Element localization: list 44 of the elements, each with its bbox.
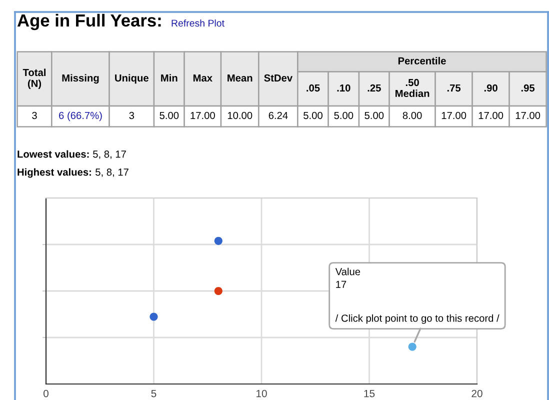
text: .95 [521, 84, 535, 92]
text: 3 [129, 112, 134, 120]
point [214, 236, 222, 245]
text: .50 Median [396, 78, 430, 98]
text: .90 [484, 84, 498, 92]
text: Missing [62, 74, 99, 84]
point [214, 286, 222, 296]
text: 17.00 [190, 112, 215, 120]
text: StDev [264, 74, 293, 82]
text: 17.00 [478, 112, 504, 120]
chart-title: Age in Full Years: [17, 14, 161, 30]
text: Percentile [398, 56, 446, 64]
text: Mean [228, 74, 252, 82]
text: Highest values: 5, 8, 17 [18, 168, 128, 178]
text: 6 (66.7%) [59, 112, 102, 122]
text: Max [193, 74, 212, 82]
x-tick-label: 15 [364, 390, 375, 398]
point [150, 312, 158, 321]
x-tick-label: 5 [151, 390, 156, 398]
text: 17.00 [516, 112, 540, 120]
x-tick-label: 10 [256, 390, 267, 398]
text: 10.00 [228, 112, 252, 120]
text: 5.00 [304, 112, 322, 120]
text: 6.24 [268, 112, 288, 120]
text: 8.00 [402, 112, 422, 120]
annotation: / Click plot point to go to this record / [335, 314, 500, 324]
text: 5.00 [364, 112, 384, 120]
text: 5.00 [160, 112, 179, 120]
text: 17.00 [442, 112, 466, 120]
text: 3 [32, 112, 37, 120]
text: Unique [115, 74, 148, 84]
x-tick-label: 0 [44, 390, 48, 398]
text: Lowest values: 5, 8, 17 [18, 150, 126, 159]
text: .05 [306, 84, 320, 92]
text: Total (N) [22, 68, 46, 90]
text: Min [161, 74, 178, 82]
point [408, 342, 416, 351]
annotation: Value 17 [335, 268, 360, 288]
text: 5.00 [334, 112, 354, 120]
text: Refresh Plot [172, 19, 224, 27]
x-tick-label: 20 [472, 390, 482, 398]
text: .10 [337, 84, 350, 92]
text: .25 [368, 84, 381, 92]
text: .75 [447, 84, 461, 92]
